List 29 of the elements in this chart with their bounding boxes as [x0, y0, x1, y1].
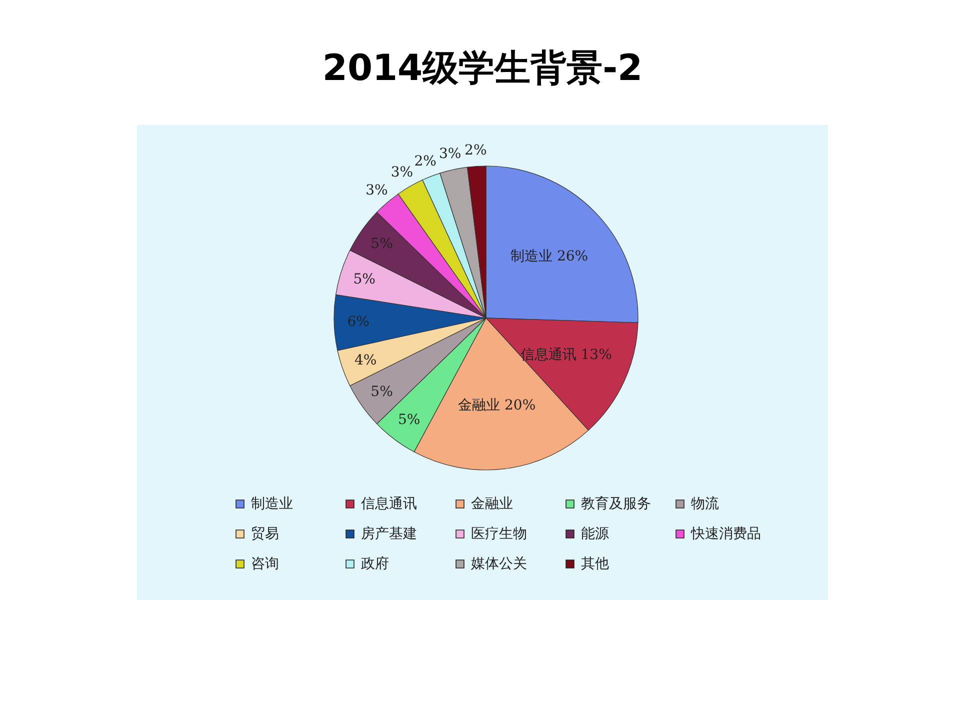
legend-label: 信息通讯 [361, 496, 417, 512]
legend-label: 媒体公关 [471, 556, 527, 572]
legend-label: 咨询 [251, 556, 279, 572]
data-label: 3% [366, 182, 388, 198]
legend-label: 物流 [691, 496, 719, 512]
data-label: 制造业 26% [510, 248, 588, 265]
legend-label: 贸易 [251, 526, 279, 542]
data-label: 信息通讯 13% [520, 346, 612, 363]
legend-label: 能源 [581, 526, 609, 542]
legend-label: 房产基建 [361, 526, 417, 542]
data-label: 5% [398, 412, 420, 428]
data-label: 3% [390, 164, 414, 181]
legend-label: 政府 [361, 556, 389, 572]
data-label: 2% [464, 142, 487, 158]
data-label: 4% [354, 352, 377, 368]
data-label: 6% [347, 314, 370, 330]
data-label: 3% [438, 146, 462, 162]
data-label: 2% [414, 153, 436, 170]
data-label: 5% [353, 271, 376, 288]
legend-label: 制造业 [251, 496, 293, 512]
legend-label: 其他 [581, 556, 609, 572]
chart-title: 2014级学生背景-2 [322, 48, 643, 89]
legend-label: 医疗生物 [471, 526, 527, 542]
legend-label: 金融业 [471, 496, 513, 512]
data-label: 金融业 20% [458, 397, 536, 414]
data-label: 5% [370, 236, 393, 252]
data-label: 5% [370, 384, 393, 400]
legend-label: 快速消费品 [690, 526, 761, 542]
legend-label: 教育及服务 [581, 495, 651, 512]
